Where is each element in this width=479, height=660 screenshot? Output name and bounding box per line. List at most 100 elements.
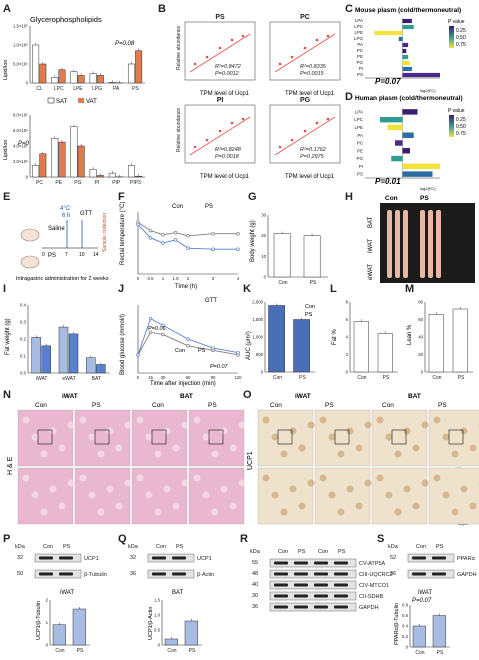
zoom-box bbox=[151, 429, 167, 445]
data-point bbox=[161, 332, 165, 337]
band bbox=[274, 605, 288, 609]
r2-label: R²=0.8248 bbox=[215, 147, 242, 153]
y-tick-label: 1,500 bbox=[252, 317, 263, 322]
x-tick-label: PIP bbox=[112, 180, 121, 186]
cell bbox=[67, 421, 75, 429]
y-tick-label: 0 bbox=[346, 370, 349, 375]
bar bbox=[387, 124, 403, 131]
panelE-saline: Saline bbox=[48, 226, 65, 232]
panelD-leg-1: 0.25 bbox=[456, 117, 466, 123]
panelF-ylabel: Rectal temperature (°C) bbox=[120, 202, 126, 265]
y-tick-label: 0 bbox=[264, 275, 267, 280]
category-label: LPG bbox=[354, 36, 364, 41]
panelE-ps: PS bbox=[48, 253, 56, 259]
p-label: P=0.0015 bbox=[300, 71, 325, 77]
bar bbox=[77, 75, 85, 84]
data-point bbox=[173, 238, 178, 242]
cell bbox=[298, 444, 306, 452]
y-tick-label: 0 bbox=[26, 81, 29, 86]
data-point bbox=[186, 344, 190, 348]
panelQ-chart: 0 0.5 1.0 1.5 Con PS bbox=[154, 598, 202, 654]
letter-O: O bbox=[243, 389, 252, 401]
panelJ-p1: P=0.06 bbox=[148, 326, 167, 332]
data-point bbox=[290, 138, 294, 142]
cell bbox=[163, 427, 171, 435]
cell bbox=[88, 491, 96, 499]
panelA-p-top: P=0.08 bbox=[115, 41, 135, 47]
bar bbox=[184, 620, 198, 646]
band bbox=[432, 572, 446, 576]
zoom-box bbox=[277, 429, 293, 445]
x-tick-label: 0.5 bbox=[148, 276, 155, 281]
panelK-legend-con: Con bbox=[305, 304, 315, 310]
panelE-gtt: GTT bbox=[80, 211, 92, 217]
x-tick-label: 120 bbox=[234, 375, 242, 380]
cell bbox=[145, 433, 153, 441]
cell bbox=[40, 450, 48, 458]
category-label: PC bbox=[357, 48, 364, 53]
x-tick-label: Con bbox=[432, 375, 441, 381]
band bbox=[432, 556, 446, 560]
data-point bbox=[211, 346, 215, 350]
x-tick-label: Con bbox=[167, 648, 176, 654]
lane-label: Con bbox=[43, 544, 53, 550]
x-tick-label: 60 bbox=[186, 375, 191, 380]
lane-label: Con bbox=[416, 544, 426, 550]
band bbox=[334, 572, 348, 576]
kda-header: kDa bbox=[128, 544, 139, 550]
panelO-group-iwat: iWAT bbox=[295, 393, 311, 400]
x-tick-label: PC bbox=[36, 180, 43, 186]
band bbox=[274, 583, 288, 587]
bar bbox=[39, 63, 47, 84]
r2-label: R²=0.8335 bbox=[300, 64, 327, 70]
x-tick-label: BAT bbox=[92, 376, 101, 382]
cell bbox=[79, 474, 87, 482]
plot-title: PI bbox=[217, 97, 224, 104]
blot-strip bbox=[147, 569, 195, 579]
x-tick-label: 4 bbox=[237, 276, 240, 281]
y-tick-label: 0.2 bbox=[20, 337, 27, 342]
cell bbox=[49, 427, 57, 435]
kda-header: kDa bbox=[15, 544, 26, 550]
band bbox=[152, 556, 166, 560]
band bbox=[412, 556, 426, 560]
panelQ-tissue: BAT bbox=[172, 590, 184, 596]
x-tick-label: PG bbox=[74, 180, 81, 186]
cell bbox=[421, 421, 429, 429]
legend-label-vat: VAT bbox=[86, 99, 97, 105]
blot-strip bbox=[269, 558, 357, 568]
x-tick-label: 90 bbox=[211, 375, 216, 380]
cell bbox=[49, 485, 57, 493]
letter-P: P bbox=[3, 533, 10, 545]
bar bbox=[402, 54, 409, 60]
bar bbox=[402, 148, 410, 154]
bar bbox=[89, 73, 97, 84]
mouse-icon-ps bbox=[20, 255, 40, 269]
band bbox=[294, 583, 308, 587]
cell bbox=[337, 508, 345, 516]
band bbox=[152, 572, 166, 576]
y-tick-label: 1.0×10⁶ bbox=[13, 43, 28, 48]
cell bbox=[355, 444, 363, 452]
bar bbox=[374, 30, 403, 36]
bar bbox=[127, 63, 135, 84]
panelF-legend-ps: PS bbox=[205, 204, 213, 210]
lane-label: Con bbox=[318, 549, 328, 555]
letter-C: C bbox=[345, 3, 353, 15]
letter-M: M bbox=[405, 283, 414, 295]
data-point bbox=[303, 46, 307, 50]
bar bbox=[402, 60, 410, 66]
cell bbox=[172, 444, 180, 452]
panelA-title: Glycerophospholipids bbox=[30, 15, 102, 24]
tissue-strip bbox=[387, 210, 392, 278]
panelN-group-iwat: iWAT bbox=[62, 393, 78, 400]
panelJ-title: GTT bbox=[205, 298, 217, 304]
bar bbox=[127, 165, 135, 178]
band-kda: 55 bbox=[252, 560, 258, 566]
cell bbox=[115, 502, 123, 510]
x-tick-label: 0 bbox=[137, 375, 140, 380]
panelC-legend-title: P value bbox=[448, 19, 465, 25]
legend-label-sat: SAT bbox=[56, 99, 68, 105]
y-tick-label: 2.0×10⁵ bbox=[13, 159, 28, 164]
letter-D: D bbox=[345, 91, 353, 103]
